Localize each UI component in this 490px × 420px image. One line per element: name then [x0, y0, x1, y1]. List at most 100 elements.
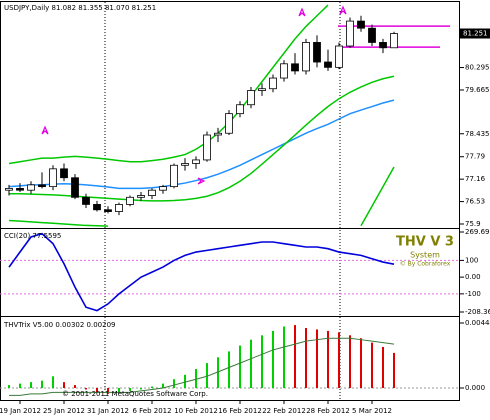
y-tick-label: 77.16 — [465, 175, 486, 183]
indicator-line — [9, 337, 395, 396]
histogram-bar — [151, 386, 153, 388]
histogram-bar — [206, 363, 208, 388]
candle-body — [214, 132, 222, 136]
y-tick-label: 0.000 — [465, 384, 485, 392]
y-tick-label: 76.53 — [465, 198, 485, 206]
candle-body — [236, 104, 244, 115]
y-tick-label: 80.295 — [465, 64, 490, 72]
brand-credit: © By Cobraforex — [400, 261, 451, 268]
histogram-bar — [360, 338, 362, 388]
histogram-bar — [338, 332, 340, 388]
histogram-bar — [19, 383, 21, 388]
candle-body — [291, 63, 299, 72]
histogram-bar — [217, 357, 219, 388]
candle-body — [93, 204, 101, 211]
candle-body — [192, 159, 200, 164]
histogram-bar — [239, 345, 241, 388]
candle-body — [16, 188, 24, 191]
histogram-bar — [305, 327, 307, 388]
candle-body — [38, 184, 46, 188]
histogram-bar — [228, 351, 230, 388]
candle-body — [324, 61, 332, 68]
histogram-bar — [52, 376, 54, 388]
candle-body — [104, 209, 112, 212]
x-tick-label: 10 Feb 2012 — [174, 407, 218, 415]
histogram-bar — [261, 335, 263, 388]
histogram-bar — [272, 330, 274, 388]
candle-body — [368, 27, 376, 43]
x-tick-label: 25 Jan 2012 — [43, 407, 85, 415]
chart-title: USDJPY,Daily 81.082 81.355 81.070 81.251 — [4, 4, 156, 12]
candle-body — [379, 42, 387, 49]
histogram-bar — [162, 383, 164, 388]
histogram-bar — [393, 352, 395, 388]
histogram-bar — [316, 329, 318, 388]
arrow-marker — [197, 177, 206, 185]
candle-body — [280, 63, 288, 79]
candle-body — [357, 20, 365, 29]
candle-body — [5, 188, 13, 191]
candle-body — [137, 195, 145, 198]
cci-plot — [0, 232, 460, 312]
histogram-bar — [63, 382, 65, 388]
y-tick-label: 75.9 — [465, 220, 481, 228]
candle-body — [335, 45, 343, 68]
candle-body — [225, 113, 233, 134]
candle-body — [258, 88, 266, 91]
candle-body — [126, 196, 134, 205]
arrow-marker — [339, 5, 347, 15]
x-tick-label: 5 Mar 2012 — [352, 407, 392, 415]
candle-body — [390, 33, 398, 49]
brand-title: THV V 3 — [396, 235, 454, 250]
histogram-bar — [382, 347, 384, 388]
x-tick-label: 28 Feb 2012 — [306, 407, 350, 415]
histogram-bar — [118, 387, 120, 393]
candle-body — [71, 177, 79, 198]
y-tick-label: -208.365 — [465, 308, 490, 316]
histogram-bar — [250, 339, 252, 388]
candle-body — [60, 168, 68, 179]
histogram-bar — [349, 335, 351, 388]
candle-body — [313, 42, 321, 63]
y-tick-label: 269.6988 — [465, 228, 490, 236]
candle-body — [346, 20, 354, 47]
candle-body — [247, 90, 255, 106]
x-tick-label: 22 Feb 2012 — [262, 407, 306, 415]
candle-body — [82, 196, 90, 205]
candle-body — [181, 163, 189, 166]
histogram-bar — [107, 387, 109, 394]
price-box — [460, 28, 490, 39]
histogram-bar — [140, 387, 142, 390]
indicator-line — [8, 232, 395, 312]
copyright: © 2001-2011 MetaQuotes Software Corp. — [62, 390, 208, 398]
x-tick-label: 16 Feb 2012 — [218, 407, 262, 415]
arrow-marker — [41, 125, 49, 135]
brand-subtitle: System — [410, 251, 440, 260]
histogram-bar — [371, 342, 373, 388]
y-tick-label: 0.00 — [465, 273, 481, 281]
candle-body — [27, 184, 35, 191]
y-tick-label: -100 — [465, 290, 481, 298]
x-tick-label: 6 Feb 2012 — [132, 407, 171, 415]
histogram-bar — [294, 325, 296, 388]
candle-body — [115, 204, 123, 212]
y-tick-label: 77.79 — [465, 153, 485, 161]
candle-body — [159, 186, 167, 191]
histogram-bar — [129, 387, 131, 391]
price-box-label: 81.251 — [463, 30, 488, 38]
histogram-bar — [74, 385, 76, 388]
x-tick-label: 31 Jan 2012 — [87, 407, 129, 415]
y-tick-label: 78.435 — [465, 130, 490, 138]
y-tick-label: 79.665 — [465, 86, 490, 94]
histogram-bar — [85, 387, 87, 390]
histogram-bar — [173, 379, 175, 388]
candle-body — [302, 42, 310, 72]
x-tick-label: 19 Jan 2012 — [0, 407, 41, 415]
y-tick-label: 0.00444 — [465, 319, 490, 327]
trix-plot — [0, 325, 460, 396]
candle-body — [203, 134, 211, 161]
signal-arrows — [41, 5, 347, 185]
arrow-marker — [298, 7, 306, 17]
